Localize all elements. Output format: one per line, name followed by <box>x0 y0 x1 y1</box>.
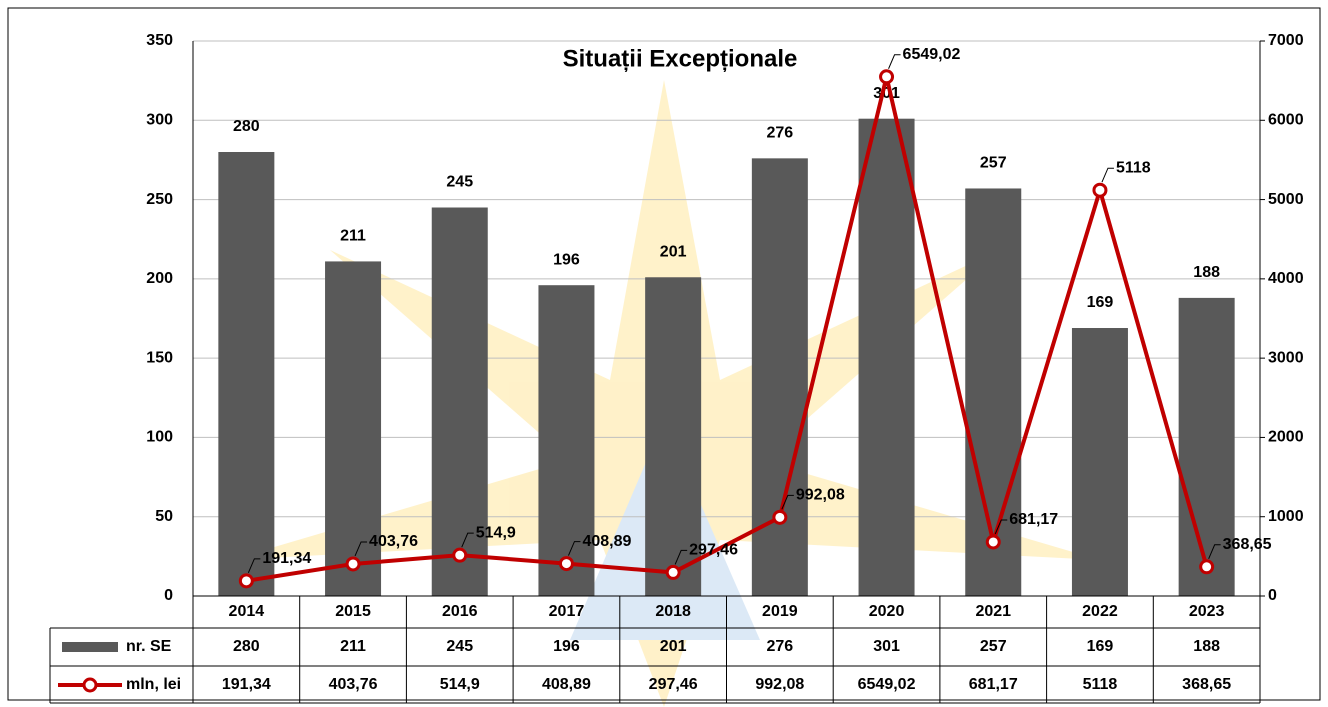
y2-tick-label: 2000 <box>1268 429 1304 446</box>
table-cell: 5118 <box>1083 676 1118 693</box>
line-marker <box>1201 561 1213 573</box>
line-marker <box>560 558 572 570</box>
table-cell: 6549,02 <box>858 676 916 693</box>
y-tick-label: 250 <box>146 191 173 208</box>
table-cell: 191,34 <box>222 676 271 693</box>
table-cell: 169 <box>1087 638 1114 655</box>
leader-line <box>1102 168 1114 182</box>
y-tick-label: 350 <box>146 32 173 49</box>
y-tick-label: 100 <box>146 429 173 446</box>
table-cell: 992,08 <box>755 676 804 693</box>
line-value-label: 5118 <box>1116 159 1151 176</box>
table-cell: 403,76 <box>329 676 378 693</box>
line-marker <box>667 566 679 578</box>
y2-tick-label: 6000 <box>1268 112 1304 129</box>
legend-label: nr. SE <box>126 638 172 655</box>
line-value-label: 514,9 <box>476 524 516 541</box>
x-tick-label: 2016 <box>442 603 478 620</box>
bar-value-label: 257 <box>980 155 1007 172</box>
line-marker <box>774 511 786 523</box>
x-tick-label: 2017 <box>549 603 585 620</box>
y2-tick-label: 1000 <box>1268 508 1304 525</box>
table-cell: 297,46 <box>649 676 698 693</box>
x-tick-label: 2023 <box>1189 603 1225 620</box>
line-value-label: 681,17 <box>1009 511 1058 528</box>
bar-value-label: 280 <box>233 118 260 135</box>
bar <box>218 152 274 596</box>
legend-swatch <box>62 642 118 652</box>
y-tick-label: 200 <box>146 270 173 287</box>
line-marker <box>1094 184 1106 196</box>
table-cell: 368,65 <box>1182 676 1231 693</box>
table-cell: 301 <box>873 638 900 655</box>
line-marker <box>987 536 999 548</box>
line-marker <box>881 71 893 83</box>
bar-value-label: 276 <box>766 125 793 142</box>
bar-value-label: 301 <box>873 85 900 102</box>
bar <box>752 158 808 596</box>
x-tick-label: 2020 <box>869 603 905 620</box>
chart: Situații Excepționale 0 50 100 150 200 250 300… <box>0 0 1328 707</box>
line-value-label: 992,08 <box>796 487 845 504</box>
line-value-label: 403,76 <box>369 533 418 550</box>
table-cell: 211 <box>340 638 366 655</box>
line-marker <box>454 549 466 561</box>
y-tick-label: 50 <box>155 508 173 525</box>
table-cell: 196 <box>553 638 580 655</box>
y-tick-label: 0 <box>164 587 173 604</box>
legend-marker <box>84 679 96 691</box>
table-cell: 681,17 <box>969 676 1018 693</box>
x-tick-label: 2022 <box>1082 603 1118 620</box>
table-cell: 280 <box>233 638 260 655</box>
y-tick-label: 150 <box>146 349 173 366</box>
x-tick-label: 2018 <box>655 603 691 620</box>
leader-line <box>889 55 901 69</box>
y2-tick-label: 0 <box>1268 587 1277 604</box>
table-cell: 514,9 <box>440 676 480 693</box>
x-tick-label: 2019 <box>762 603 798 620</box>
table-cell: 276 <box>766 638 793 655</box>
chart-title: Situații Excepționale <box>563 45 798 72</box>
line-value-label: 368,65 <box>1223 536 1272 553</box>
table-cell: 257 <box>980 638 1007 655</box>
bar-value-label: 201 <box>660 243 687 260</box>
bar <box>1072 328 1128 596</box>
bar-value-label: 211 <box>340 228 366 245</box>
table-cell: 188 <box>1193 638 1220 655</box>
bar-value-label: 196 <box>553 251 580 268</box>
table-cell: 408,89 <box>542 676 591 693</box>
line-value-label: 408,89 <box>582 533 631 550</box>
x-tick-label: 2014 <box>229 603 265 620</box>
line-marker <box>240 575 252 587</box>
legend-label: mln, lei <box>126 676 181 693</box>
line-marker <box>347 558 359 570</box>
line-value-label: 6549,02 <box>903 46 961 63</box>
y2-tick-label: 7000 <box>1268 32 1304 49</box>
x-tick-label: 2015 <box>335 603 371 620</box>
bar-value-label: 245 <box>446 174 473 191</box>
bar <box>859 119 915 596</box>
x-tick-label: 2021 <box>975 603 1011 620</box>
bar-value-label: 188 <box>1193 264 1220 281</box>
line-value-label: 191,34 <box>262 550 311 567</box>
y2-tick-label: 3000 <box>1268 349 1304 366</box>
table-cell: 201 <box>660 638 687 655</box>
table-cell: 245 <box>446 638 473 655</box>
bar-value-label: 169 <box>1087 294 1114 311</box>
y-tick-label: 300 <box>146 112 173 129</box>
line-value-label: 297,46 <box>689 542 738 559</box>
y2-tick-label: 5000 <box>1268 191 1304 208</box>
y2-tick-label: 4000 <box>1268 270 1304 287</box>
